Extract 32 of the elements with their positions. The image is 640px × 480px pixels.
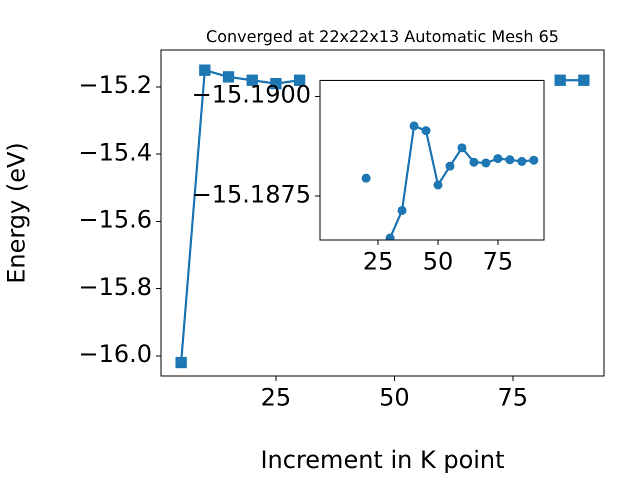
x-tick-label: 50 <box>379 384 410 412</box>
point <box>493 154 502 164</box>
point <box>422 126 431 136</box>
point <box>529 156 538 165</box>
point <box>199 64 210 76</box>
point <box>517 156 526 166</box>
point <box>175 356 187 368</box>
x-tick-label: 25 <box>362 248 394 276</box>
y-tick-label: −16.0 <box>78 340 152 368</box>
y-tick-label: −15.4 <box>78 138 152 166</box>
y-tick-label: −15.6 <box>78 206 152 234</box>
y-tick-label: −15.2 <box>78 71 152 100</box>
point <box>433 180 442 190</box>
point <box>578 74 590 86</box>
x-tick-label: 75 <box>482 248 514 276</box>
point <box>554 74 566 86</box>
point <box>445 162 454 171</box>
x-axis-title: Increment in K point <box>260 446 505 474</box>
point <box>457 143 466 152</box>
point <box>398 206 407 215</box>
point <box>362 174 371 183</box>
point <box>469 158 478 167</box>
y-tick-label: −15.8 <box>78 272 152 301</box>
chart-title: Converged at 22x22x13 Automatic Mesh 65 <box>206 27 559 46</box>
point <box>222 71 234 83</box>
point <box>410 121 419 130</box>
y-axis-title: Energy (eV) <box>2 142 31 284</box>
x-tick-label: 25 <box>260 384 292 412</box>
x-tick-label: 75 <box>498 384 528 412</box>
x-tick-label: 50 <box>422 248 454 276</box>
point <box>481 158 490 168</box>
point <box>505 155 514 164</box>
